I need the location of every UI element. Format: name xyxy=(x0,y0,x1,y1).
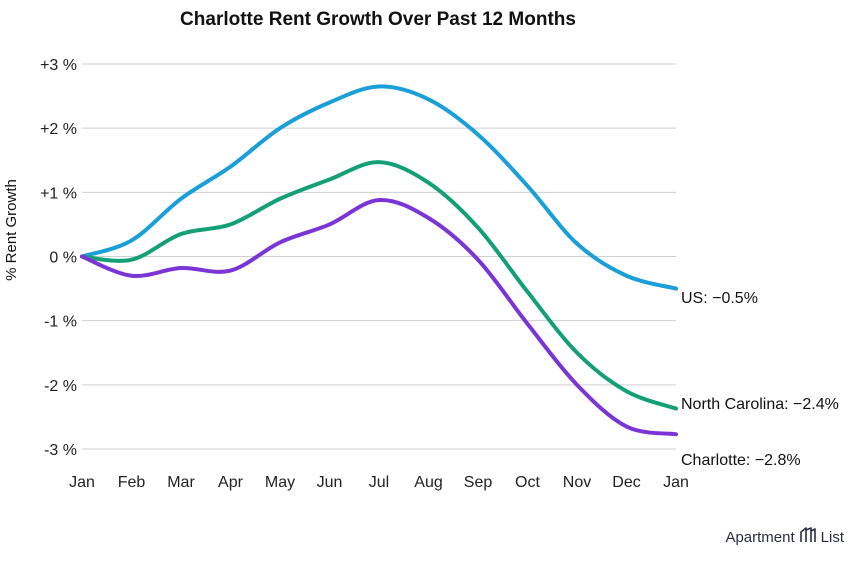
series-line-north-carolina xyxy=(80,160,678,411)
y-tick-labels: +3 % +2 % +1 % 0 % -1 % -2 % -3 % xyxy=(40,57,77,459)
brand-word-2: List xyxy=(820,528,844,546)
y-tick-label: -3 % xyxy=(44,442,77,459)
data-point xyxy=(130,238,134,242)
data-point xyxy=(427,97,431,101)
data-point xyxy=(328,101,332,105)
x-tick-label: Sep xyxy=(464,474,493,491)
end-label-charlotte: Charlotte: −2.8% xyxy=(681,452,801,469)
data-point xyxy=(625,425,629,429)
end-label-north-carolina: North Carolina: −2.4% xyxy=(681,396,839,413)
data-point xyxy=(278,240,282,244)
data-point xyxy=(377,160,381,164)
data-point xyxy=(278,126,282,130)
data-point xyxy=(229,222,233,226)
data-point xyxy=(674,432,678,436)
x-tick-labels: Jan Feb Mar Apr May Jun Jul Aug Sep Oct Nov Dec Jan xyxy=(69,474,689,491)
data-point xyxy=(476,226,480,230)
y-tick-label: +3 % xyxy=(40,57,77,74)
data-point xyxy=(229,269,233,273)
data-point xyxy=(625,274,629,278)
data-point xyxy=(526,322,530,326)
series-line-charlotte xyxy=(80,198,678,437)
data-point xyxy=(328,222,332,226)
x-tick-label: Dec xyxy=(612,474,640,491)
x-tick-label: Oct xyxy=(515,474,540,491)
apartment-list-logo: Apartment List xyxy=(725,526,844,548)
data-point xyxy=(575,351,579,355)
series-line-us xyxy=(80,84,678,291)
chart-title: Charlotte Rent Growth Over Past 12 Month… xyxy=(180,9,576,30)
x-tick-label: Mar xyxy=(167,474,195,491)
x-tick-label: Apr xyxy=(218,474,244,491)
y-tick-label: -1 % xyxy=(44,314,77,331)
y-tick-label: +2 % xyxy=(40,121,77,138)
data-point xyxy=(179,232,183,236)
data-point xyxy=(674,287,678,291)
data-point xyxy=(130,274,134,278)
y-tick-label: -2 % xyxy=(44,378,77,395)
x-tick-label: Nov xyxy=(563,474,591,491)
series-lines xyxy=(80,84,678,437)
x-tick-label: Jun xyxy=(317,474,343,491)
y-axis-label: % Rent Growth xyxy=(3,179,20,281)
x-tick-label: Aug xyxy=(414,474,442,491)
x-tick-label: May xyxy=(265,474,295,491)
data-point xyxy=(328,178,332,182)
data-point xyxy=(377,84,381,88)
data-point xyxy=(278,197,282,201)
data-point xyxy=(575,242,579,246)
y-tick-label: 0 % xyxy=(49,250,77,267)
brand-word-1: Apartment xyxy=(725,528,795,546)
data-point xyxy=(625,389,629,393)
building-icon xyxy=(799,526,817,548)
data-point xyxy=(427,216,431,220)
x-tick-label: Jan xyxy=(69,474,95,491)
end-label-us: US: −0.5% xyxy=(681,290,758,307)
data-point xyxy=(427,181,431,185)
y-tick-label: +1 % xyxy=(40,185,77,202)
data-point xyxy=(229,165,233,169)
data-point xyxy=(575,383,579,387)
data-point xyxy=(130,258,134,262)
data-point xyxy=(179,197,183,201)
data-point xyxy=(476,258,480,262)
data-point xyxy=(674,407,678,411)
data-point xyxy=(476,133,480,137)
data-point xyxy=(80,255,84,259)
gridlines xyxy=(82,63,676,450)
data-point xyxy=(179,266,183,270)
data-point xyxy=(377,198,381,202)
x-tick-label: Jul xyxy=(369,474,389,491)
x-tick-label: Jan xyxy=(663,474,689,491)
data-point xyxy=(526,184,530,188)
end-labels: US: −0.5% North Carolina: −2.4% Charlotte:… xyxy=(681,290,839,469)
data-point xyxy=(526,290,530,294)
x-tick-label: Feb xyxy=(118,474,146,491)
